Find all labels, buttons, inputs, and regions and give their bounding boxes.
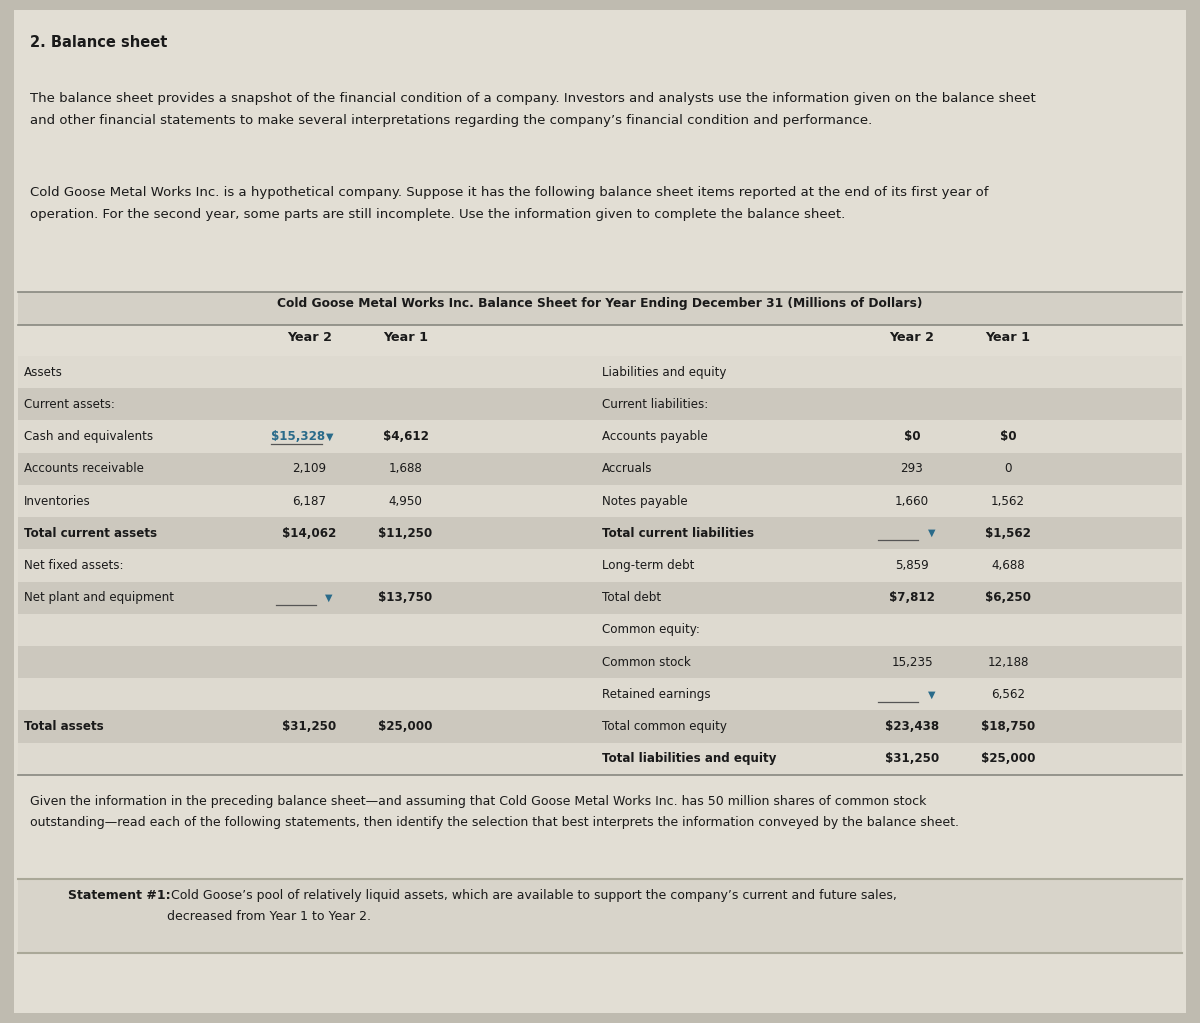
FancyBboxPatch shape xyxy=(18,389,1182,420)
Text: $11,250: $11,250 xyxy=(378,527,433,540)
Text: 12,188: 12,188 xyxy=(988,656,1028,669)
FancyBboxPatch shape xyxy=(18,485,1182,518)
Text: Accounts receivable: Accounts receivable xyxy=(24,462,144,476)
Text: 4,688: 4,688 xyxy=(991,559,1025,572)
FancyBboxPatch shape xyxy=(18,518,1182,549)
Text: $31,250: $31,250 xyxy=(282,720,337,733)
Text: Notes payable: Notes payable xyxy=(602,494,688,507)
Text: $23,438: $23,438 xyxy=(884,720,940,733)
Text: $13,750: $13,750 xyxy=(378,591,433,605)
FancyBboxPatch shape xyxy=(18,582,1182,614)
Text: $31,250: $31,250 xyxy=(884,752,940,765)
Text: $25,000: $25,000 xyxy=(378,720,433,733)
Text: Net fixed assets:: Net fixed assets: xyxy=(24,559,124,572)
FancyBboxPatch shape xyxy=(18,647,1182,678)
Text: 15,235: 15,235 xyxy=(892,656,932,669)
Text: ▼: ▼ xyxy=(928,528,935,538)
Text: Total assets: Total assets xyxy=(24,720,103,733)
Text: 293: 293 xyxy=(900,462,924,476)
Text: 1,562: 1,562 xyxy=(991,494,1025,507)
Text: $25,000: $25,000 xyxy=(980,752,1036,765)
Text: Liabilities and equity: Liabilities and equity xyxy=(602,365,727,379)
Text: Total current liabilities: Total current liabilities xyxy=(602,527,755,540)
FancyBboxPatch shape xyxy=(18,356,1182,389)
Text: Year 2: Year 2 xyxy=(889,331,935,345)
Text: 1,660: 1,660 xyxy=(895,494,929,507)
Text: Total debt: Total debt xyxy=(602,591,661,605)
Text: Year 1: Year 1 xyxy=(383,331,428,345)
FancyBboxPatch shape xyxy=(18,743,1182,775)
FancyBboxPatch shape xyxy=(18,880,1182,953)
Text: 4,950: 4,950 xyxy=(389,494,422,507)
Text: $15,328: $15,328 xyxy=(270,430,325,443)
Text: Long-term debt: Long-term debt xyxy=(602,559,695,572)
Text: 2. Balance sheet: 2. Balance sheet xyxy=(30,35,167,50)
Text: $4,612: $4,612 xyxy=(383,430,428,443)
Text: $7,812: $7,812 xyxy=(889,591,935,605)
Text: $6,250: $6,250 xyxy=(985,591,1031,605)
Text: ▼: ▼ xyxy=(928,690,935,700)
Text: Total current assets: Total current assets xyxy=(24,527,157,540)
Text: 6,187: 6,187 xyxy=(293,494,326,507)
FancyBboxPatch shape xyxy=(18,711,1182,743)
Text: Cold Goose Metal Works Inc. is a hypothetical company. Suppose it has the follow: Cold Goose Metal Works Inc. is a hypothe… xyxy=(30,186,989,221)
Text: Statement #1:: Statement #1: xyxy=(68,890,172,902)
Text: 6,562: 6,562 xyxy=(991,687,1025,701)
Text: 5,859: 5,859 xyxy=(895,559,929,572)
Text: Current assets:: Current assets: xyxy=(24,398,115,411)
Text: Cold Goose Metal Works Inc. Balance Sheet for Year Ending December 31 (Millions : Cold Goose Metal Works Inc. Balance Shee… xyxy=(277,297,923,310)
FancyBboxPatch shape xyxy=(18,453,1182,485)
Text: Net plant and equipment: Net plant and equipment xyxy=(24,591,174,605)
Text: Inventories: Inventories xyxy=(24,494,91,507)
Text: Retained earnings: Retained earnings xyxy=(602,687,712,701)
Text: $0: $0 xyxy=(1000,430,1016,443)
FancyBboxPatch shape xyxy=(18,614,1182,647)
Text: 0: 0 xyxy=(1004,462,1012,476)
Text: $14,062: $14,062 xyxy=(282,527,337,540)
Text: Given the information in the preceding balance sheet—and assuming that Cold Goos: Given the information in the preceding b… xyxy=(30,796,959,830)
Text: Common stock: Common stock xyxy=(602,656,691,669)
Text: Total common equity: Total common equity xyxy=(602,720,727,733)
Text: $0: $0 xyxy=(904,430,920,443)
Text: The balance sheet provides a snapshot of the financial condition of a company. I: The balance sheet provides a snapshot of… xyxy=(30,92,1036,127)
FancyBboxPatch shape xyxy=(18,420,1182,453)
Text: Common equity:: Common equity: xyxy=(602,623,701,636)
FancyBboxPatch shape xyxy=(18,549,1182,582)
Text: 2,109: 2,109 xyxy=(293,462,326,476)
Text: Cash and equivalents: Cash and equivalents xyxy=(24,430,154,443)
Text: 1,688: 1,688 xyxy=(389,462,422,476)
Text: ▼: ▼ xyxy=(326,432,334,442)
Text: Current liabilities:: Current liabilities: xyxy=(602,398,709,411)
Text: ▼: ▼ xyxy=(325,592,332,603)
Text: $18,750: $18,750 xyxy=(980,720,1036,733)
FancyBboxPatch shape xyxy=(18,678,1182,711)
FancyBboxPatch shape xyxy=(18,292,1182,325)
FancyBboxPatch shape xyxy=(14,10,1186,1013)
Text: Assets: Assets xyxy=(24,365,62,379)
Text: Total liabilities and equity: Total liabilities and equity xyxy=(602,752,776,765)
Text: Accruals: Accruals xyxy=(602,462,653,476)
Text: $1,562: $1,562 xyxy=(985,527,1031,540)
Text: Year 2: Year 2 xyxy=(287,331,332,345)
FancyBboxPatch shape xyxy=(18,325,1182,356)
Text: Cold Goose’s pool of relatively liquid assets, which are available to support th: Cold Goose’s pool of relatively liquid a… xyxy=(167,890,896,924)
Text: Year 1: Year 1 xyxy=(985,331,1031,345)
Text: Accounts payable: Accounts payable xyxy=(602,430,708,443)
